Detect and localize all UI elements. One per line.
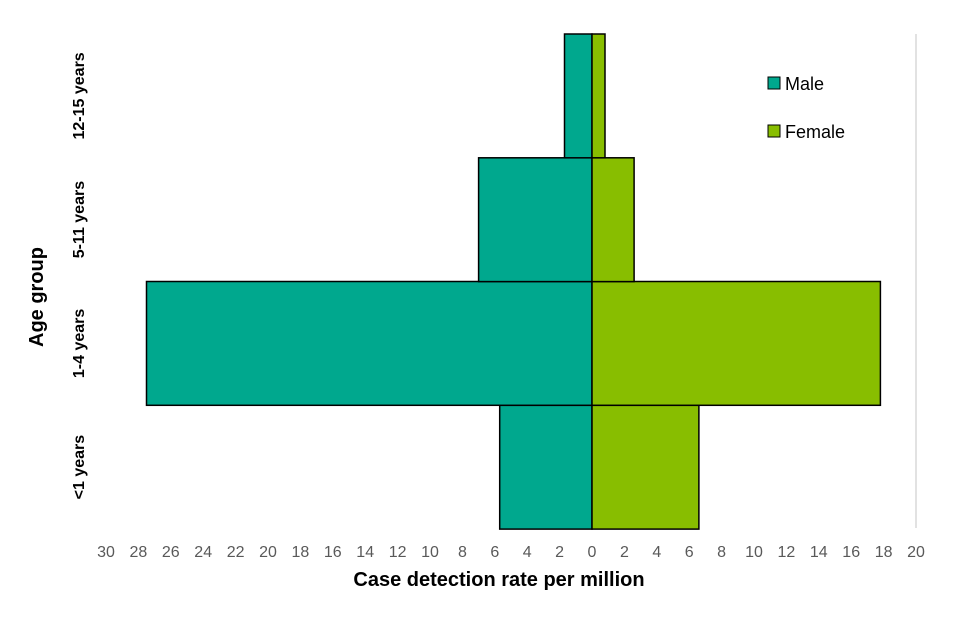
x-tick-label: 14: [810, 544, 828, 561]
x-tick-label: 12: [778, 544, 796, 561]
x-tick-label: 8: [458, 544, 467, 561]
legend-label-male: Male: [785, 74, 824, 94]
legend: Male Female: [767, 74, 845, 142]
x-tick-label: 28: [130, 544, 148, 561]
bar-male-0: [498, 404, 593, 530]
bars-layer: [145, 33, 882, 530]
x-tick-label: 4: [523, 544, 532, 561]
bar-male-2: [477, 157, 593, 283]
x-tick-label: 6: [685, 544, 694, 561]
legend-swatch-male: [767, 76, 781, 90]
x-tick-label: 18: [292, 544, 310, 561]
bar-female-2: [591, 157, 635, 283]
category-labels: <1 years 1-4 years 5-11 years 12-15 years: [71, 52, 88, 499]
category-label: 12-15 years: [71, 52, 88, 139]
x-axis-title: Case detection rate per million: [353, 569, 644, 591]
x-tick-label: 16: [842, 544, 860, 561]
x-tick-label: 2: [555, 544, 564, 561]
legend-swatch-female: [767, 124, 781, 138]
x-tick-label: 2: [620, 544, 629, 561]
x-tick-label: 30: [97, 544, 115, 561]
legend-label-female: Female: [785, 122, 845, 142]
y-axis-title: Age group: [26, 247, 48, 347]
x-tick-label: 26: [162, 544, 180, 561]
x-tick-label: 10: [421, 544, 439, 561]
x-tick-label: 24: [194, 544, 212, 561]
category-label: 1-4 years: [71, 309, 88, 378]
x-tick-label: 18: [875, 544, 893, 561]
bar-female-3: [591, 33, 606, 159]
x-tick-label: 16: [324, 544, 342, 561]
x-tick-label: 8: [717, 544, 726, 561]
x-tick-label: 0: [588, 544, 597, 561]
x-tick-label: 20: [907, 544, 925, 561]
x-tick-label: 10: [745, 544, 763, 561]
x-tick-label: 20: [259, 544, 277, 561]
x-tick-label: 6: [490, 544, 499, 561]
category-label: 5-11 years: [71, 181, 88, 259]
bar-female-1: [591, 280, 882, 407]
category-label: <1 years: [71, 435, 88, 500]
bar-male-3: [563, 33, 593, 159]
bar-female-0: [591, 404, 700, 530]
x-tick-labels: 30 28 26 24 22 20 18 16 14 12 10 8 6 4 2 0 2 4 6 8 10 12 14 16 1…: [97, 544, 925, 561]
x-tick-label: 14: [356, 544, 374, 561]
x-tick-label: 4: [652, 544, 661, 561]
x-tick-label: 22: [227, 544, 245, 561]
bar-male-1: [145, 280, 593, 407]
x-tick-label: 12: [389, 544, 407, 561]
